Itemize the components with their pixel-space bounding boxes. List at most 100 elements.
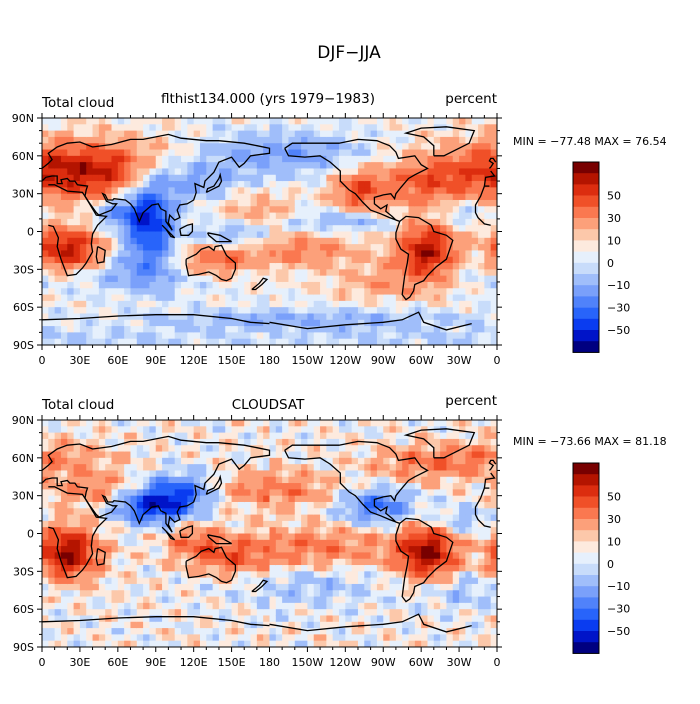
heatmap-cell [48, 426, 55, 433]
heatmap-cell [478, 118, 485, 125]
heatmap-cell [105, 238, 112, 245]
heatmap-cell [282, 307, 289, 314]
heatmap-cell [105, 552, 112, 559]
heatmap-cell [143, 552, 150, 559]
heatmap-cell [162, 470, 169, 477]
heatmap-cell [206, 213, 213, 220]
heatmap-cell [156, 168, 163, 175]
heatmap-cell [409, 320, 416, 327]
heatmap-cell [251, 477, 258, 484]
heatmap-cell [402, 464, 409, 471]
heatmap-cell [156, 213, 163, 220]
heatmap-cell [251, 458, 258, 465]
heatmap-cell [232, 232, 239, 239]
heatmap-cell [194, 515, 201, 522]
heatmap-cell [86, 313, 93, 320]
heatmap-cell [225, 206, 232, 213]
heatmap-cell [288, 118, 295, 125]
heatmap-cell [130, 263, 137, 270]
heatmap-cell [175, 326, 182, 333]
heatmap-cell [352, 181, 359, 188]
heatmap-cell [352, 452, 359, 459]
heatmap-cell [288, 489, 295, 496]
heatmap-cell [288, 515, 295, 522]
heatmap-cell [276, 502, 283, 509]
heatmap-cell [168, 508, 175, 515]
heatmap-cell [333, 584, 340, 591]
heatmap-cell [238, 565, 245, 572]
heatmap-cell [86, 168, 93, 175]
heatmap-cell [282, 571, 289, 578]
heatmap-cell [440, 162, 447, 169]
heatmap-cell [320, 276, 327, 283]
heatmap-cell [194, 597, 201, 604]
heatmap-cell [352, 615, 359, 622]
heatmap-cell [251, 508, 258, 515]
heatmap-cell [282, 603, 289, 610]
heatmap-cell [427, 534, 434, 541]
heatmap-cell [396, 118, 403, 125]
heatmap-cell [352, 628, 359, 635]
heatmap-cell [251, 200, 258, 207]
heatmap-cell [244, 584, 251, 591]
heatmap-cell [263, 426, 270, 433]
heatmap-cell [175, 276, 182, 283]
heatmap-cell [124, 597, 131, 604]
heatmap-cell [339, 433, 346, 440]
heatmap-cell [383, 225, 390, 232]
heatmap-cell [402, 496, 409, 503]
heatmap-cell [358, 445, 365, 452]
heatmap-cell [295, 433, 302, 440]
heatmap-cell [86, 137, 93, 144]
heatmap-cell [320, 332, 327, 339]
heatmap-cell [352, 332, 359, 339]
heatmap-cell [339, 458, 346, 465]
heatmap-cell [320, 244, 327, 251]
heatmap-cell [270, 175, 277, 182]
heatmap-cell [263, 194, 270, 201]
heatmap-cell [282, 301, 289, 308]
heatmap-cell [181, 552, 188, 559]
heatmap-cell [143, 470, 150, 477]
heatmap-cell [124, 187, 131, 194]
heatmap-cell [225, 433, 232, 440]
heatmap-cell [93, 288, 100, 295]
heatmap-cell [232, 206, 239, 213]
heatmap-cell [130, 496, 137, 503]
heatmap-cell [67, 426, 74, 433]
heatmap-cell [105, 565, 112, 572]
heatmap-cell [118, 320, 125, 327]
heatmap-cell [415, 225, 422, 232]
heatmap-cell [434, 244, 441, 251]
heatmap-cell [371, 219, 378, 226]
heatmap-cell [326, 313, 333, 320]
heatmap-cell [93, 603, 100, 610]
heatmap-cell [42, 527, 49, 534]
heatmap-cell [371, 552, 378, 559]
heatmap-cell [364, 313, 371, 320]
heatmap-cell [225, 150, 232, 157]
colorbar-swatch [573, 285, 599, 297]
heatmap-cell [244, 496, 251, 503]
colorbar-swatch [573, 341, 599, 353]
heatmap-cell [276, 546, 283, 553]
heatmap-cell [459, 269, 466, 276]
heatmap-cell [434, 187, 441, 194]
heatmap-cell [345, 225, 352, 232]
heatmap-cell [276, 483, 283, 490]
heatmap-cell [124, 232, 131, 239]
colorbar-swatch [573, 162, 599, 174]
heatmap-cell [206, 622, 213, 629]
heatmap-cell [333, 181, 340, 188]
heatmap-cell [307, 301, 314, 308]
heatmap-cell [314, 118, 321, 125]
heatmap-cell [124, 552, 131, 559]
heatmap-cell [320, 634, 327, 641]
heatmap-cell [276, 521, 283, 528]
heatmap-cell [124, 295, 131, 302]
heatmap-cell [301, 590, 308, 597]
heatmap-cell [67, 458, 74, 465]
heatmap-cell [168, 622, 175, 629]
heatmap-cell [364, 534, 371, 541]
heatmap-cell [364, 269, 371, 276]
